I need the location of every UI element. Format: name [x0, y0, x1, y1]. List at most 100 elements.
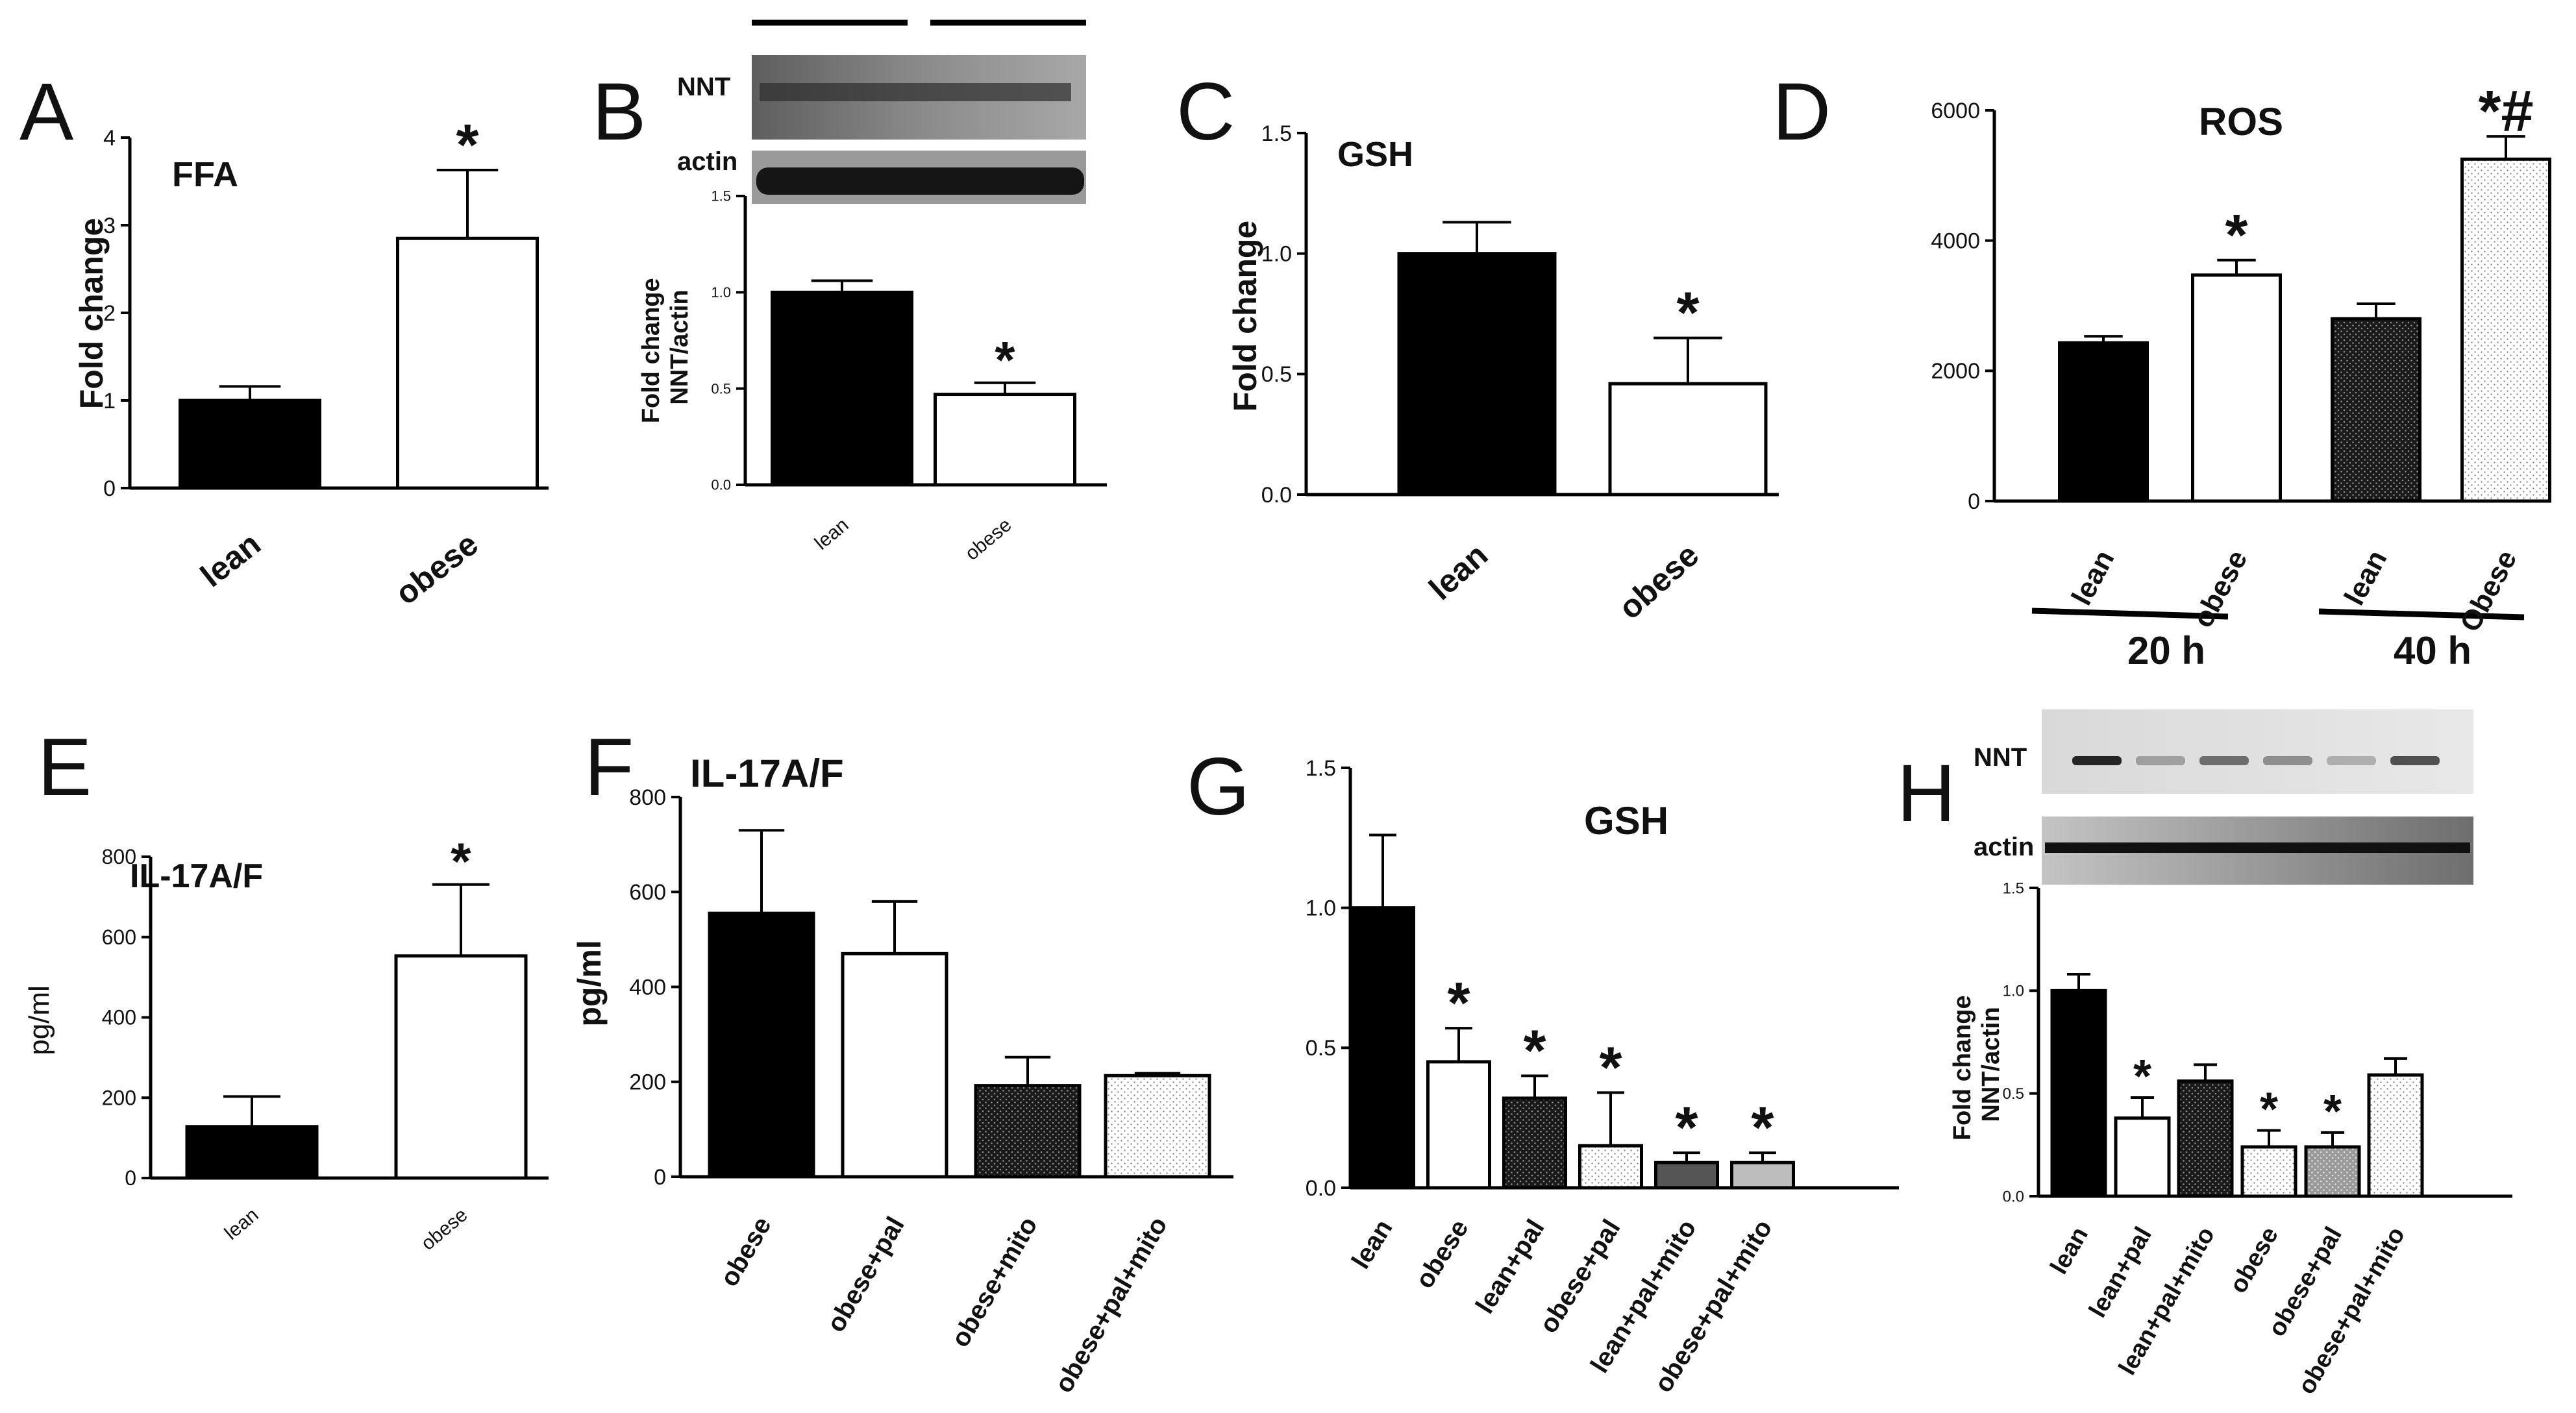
- y-axis-label-e: pg/ml: [23, 985, 55, 1055]
- y-tick-label: 1.0: [1261, 242, 1292, 267]
- x-tick-label: obese+mito: [946, 1212, 1043, 1352]
- y-tick-label: 0.0: [711, 477, 731, 493]
- significance-marker: *: [1523, 1018, 1546, 1083]
- panel-letter-g: G: [1187, 742, 1250, 832]
- group-label-20h: 20 h: [2127, 629, 2205, 672]
- bar: [2058, 341, 2149, 503]
- nnt-band: [2263, 756, 2312, 765]
- y-tick-label: 0: [654, 1165, 666, 1190]
- y-axis-label-b-line2: NNT/actin: [666, 289, 693, 404]
- x-tick-label: lean+pal: [1470, 1214, 1550, 1318]
- y-tick-label: 400: [102, 1006, 136, 1029]
- panel-g: G GSH 0.00.51.01.5lean*obese*lean+pal*ob…: [1187, 742, 1899, 1397]
- x-tick-label: obese: [388, 526, 484, 612]
- bar: [179, 399, 321, 490]
- panel-b: B NNT actin Fold change NNT/actin 0.0 0.5…: [592, 19, 1107, 565]
- western-blot-b: [752, 55, 1086, 204]
- y-tick-label: 0.0: [1261, 483, 1292, 508]
- bar: [1608, 382, 1768, 497]
- blot-label-nnt-h: NNT: [1974, 743, 2027, 772]
- significance-marker: *: [995, 331, 1015, 389]
- significance-marker: *: [2225, 203, 2248, 268]
- x-tick-label: obese: [417, 1204, 472, 1255]
- significance-marker: *: [2133, 1051, 2151, 1103]
- y-tick-label: 400: [629, 975, 666, 1000]
- significance-marker: *: [1675, 1096, 1698, 1161]
- bar: [974, 1084, 1082, 1179]
- panel-letter-c: C: [1176, 67, 1235, 157]
- significance-marker: *: [451, 833, 471, 891]
- y-tick-label: 1: [103, 389, 116, 413]
- y-axis-label-h-line2: NNT/actin: [1977, 1007, 2005, 1122]
- significance-marker: *: [1599, 1035, 1622, 1100]
- bar: [2050, 989, 2107, 1198]
- y-tick-label: 4: [103, 126, 116, 151]
- y-tick-label: 800: [102, 845, 136, 868]
- nnt-band-b: [760, 83, 1071, 101]
- plot-area-g: 0.00.51.01.5lean*obese*lean+pal*obese+pa…: [1306, 756, 1899, 1397]
- panel-letter-b: B: [592, 67, 646, 157]
- plot-area-a: 0 1 2 3 4 lean * obese: [103, 113, 549, 612]
- bar: [1578, 1144, 1643, 1190]
- y-tick-label: 1.0: [711, 284, 731, 301]
- bar: [2240, 1145, 2297, 1198]
- significance-marker: *: [1447, 971, 1470, 1036]
- x-tick-label: lean+pal: [2084, 1223, 2157, 1323]
- y-tick-label: 0.0: [2003, 1188, 2024, 1205]
- y-tick-label: 2000: [1931, 359, 1980, 384]
- x-tick-label: obese: [2225, 1223, 2284, 1298]
- bar: [2177, 1079, 2234, 1198]
- x-tick-label: obese+pal+mito: [1049, 1212, 1172, 1398]
- y-axis-label-c: Fold change: [1227, 221, 1263, 412]
- panel-letter-h: H: [1897, 748, 1955, 839]
- group-line-20h: [2031, 608, 2229, 620]
- blot-label-actin-h: actin: [1974, 833, 2034, 861]
- nnt-blot-image-h: [2042, 709, 2473, 794]
- x-tick-label: lean: [221, 1204, 263, 1244]
- plot-area-c: 0.0 0.5 1.0 1.5 lean * obese: [1261, 121, 1779, 626]
- y-tick-label: 0.5: [2003, 1085, 2024, 1103]
- bar: [1654, 1161, 1719, 1190]
- actin-band-h: [2045, 842, 2470, 853]
- y-tick-label: 1.5: [2003, 879, 2024, 897]
- nnt-band: [2072, 756, 2122, 765]
- y-axis-label-b-line1: Fold change: [638, 278, 665, 423]
- x-tick-label: obese+pal: [821, 1212, 910, 1337]
- y-tick-label: 2: [103, 301, 116, 326]
- bar: [1426, 1060, 1491, 1190]
- significance-marker: *: [2323, 1086, 2342, 1138]
- chart-title-g: GSH: [1584, 799, 1668, 842]
- chart-title-c: GSH: [1337, 135, 1413, 174]
- y-tick-label: 200: [629, 1070, 666, 1095]
- blot-label-nnt-b: NNT: [677, 73, 730, 101]
- x-tick-label: obese: [1410, 1214, 1474, 1293]
- y-tick-label: 1.0: [1306, 896, 1336, 921]
- y-axis-label-a: Fold change: [73, 218, 110, 409]
- blot-label-actin-b: actin: [677, 147, 737, 176]
- y-tick-label: 0.5: [1306, 1036, 1336, 1061]
- y-tick-label: 0: [125, 1166, 136, 1190]
- nnt-band: [2136, 756, 2185, 765]
- panel-c: C GSH Fold change 0.0 0.5 1.0 1.5 lean * obese: [1176, 67, 1779, 626]
- y-tick-label: 800: [629, 785, 666, 810]
- actin-band-b: [756, 167, 1084, 195]
- plot-area-b: 0.0 0.5 1.0 1.5 lean * obese: [711, 188, 1107, 565]
- nnt-band: [2199, 756, 2249, 765]
- y-axis-label-h: Fold change NNT/actin: [1949, 989, 2005, 1140]
- significance-marker: *: [1751, 1096, 1774, 1161]
- bar: [1104, 1074, 1211, 1179]
- panel-h: H NNT actin Fold change NNT/actin 0.0 0.5…: [1897, 709, 2512, 1399]
- nnt-bands-h: [2072, 756, 2440, 765]
- group-line-40h: [2318, 608, 2525, 620]
- x-tick-label: obese: [715, 1212, 777, 1292]
- plot-area-h: 0.00.51.01.5lean*lean+pallean+pal+mito*o…: [2003, 879, 2512, 1399]
- y-tick-label: 0.5: [1261, 362, 1292, 387]
- bar: [1730, 1161, 1795, 1190]
- plot-area-f: 0 200 400 600 800 obese obese+pal obese+mito obe…: [629, 785, 1233, 1397]
- y-tick-label: 200: [102, 1086, 136, 1109]
- nnt-band: [2327, 756, 2376, 765]
- y-tick-label: 1.0: [2003, 983, 2024, 1000]
- y-tick-label: 1.5: [711, 188, 731, 204]
